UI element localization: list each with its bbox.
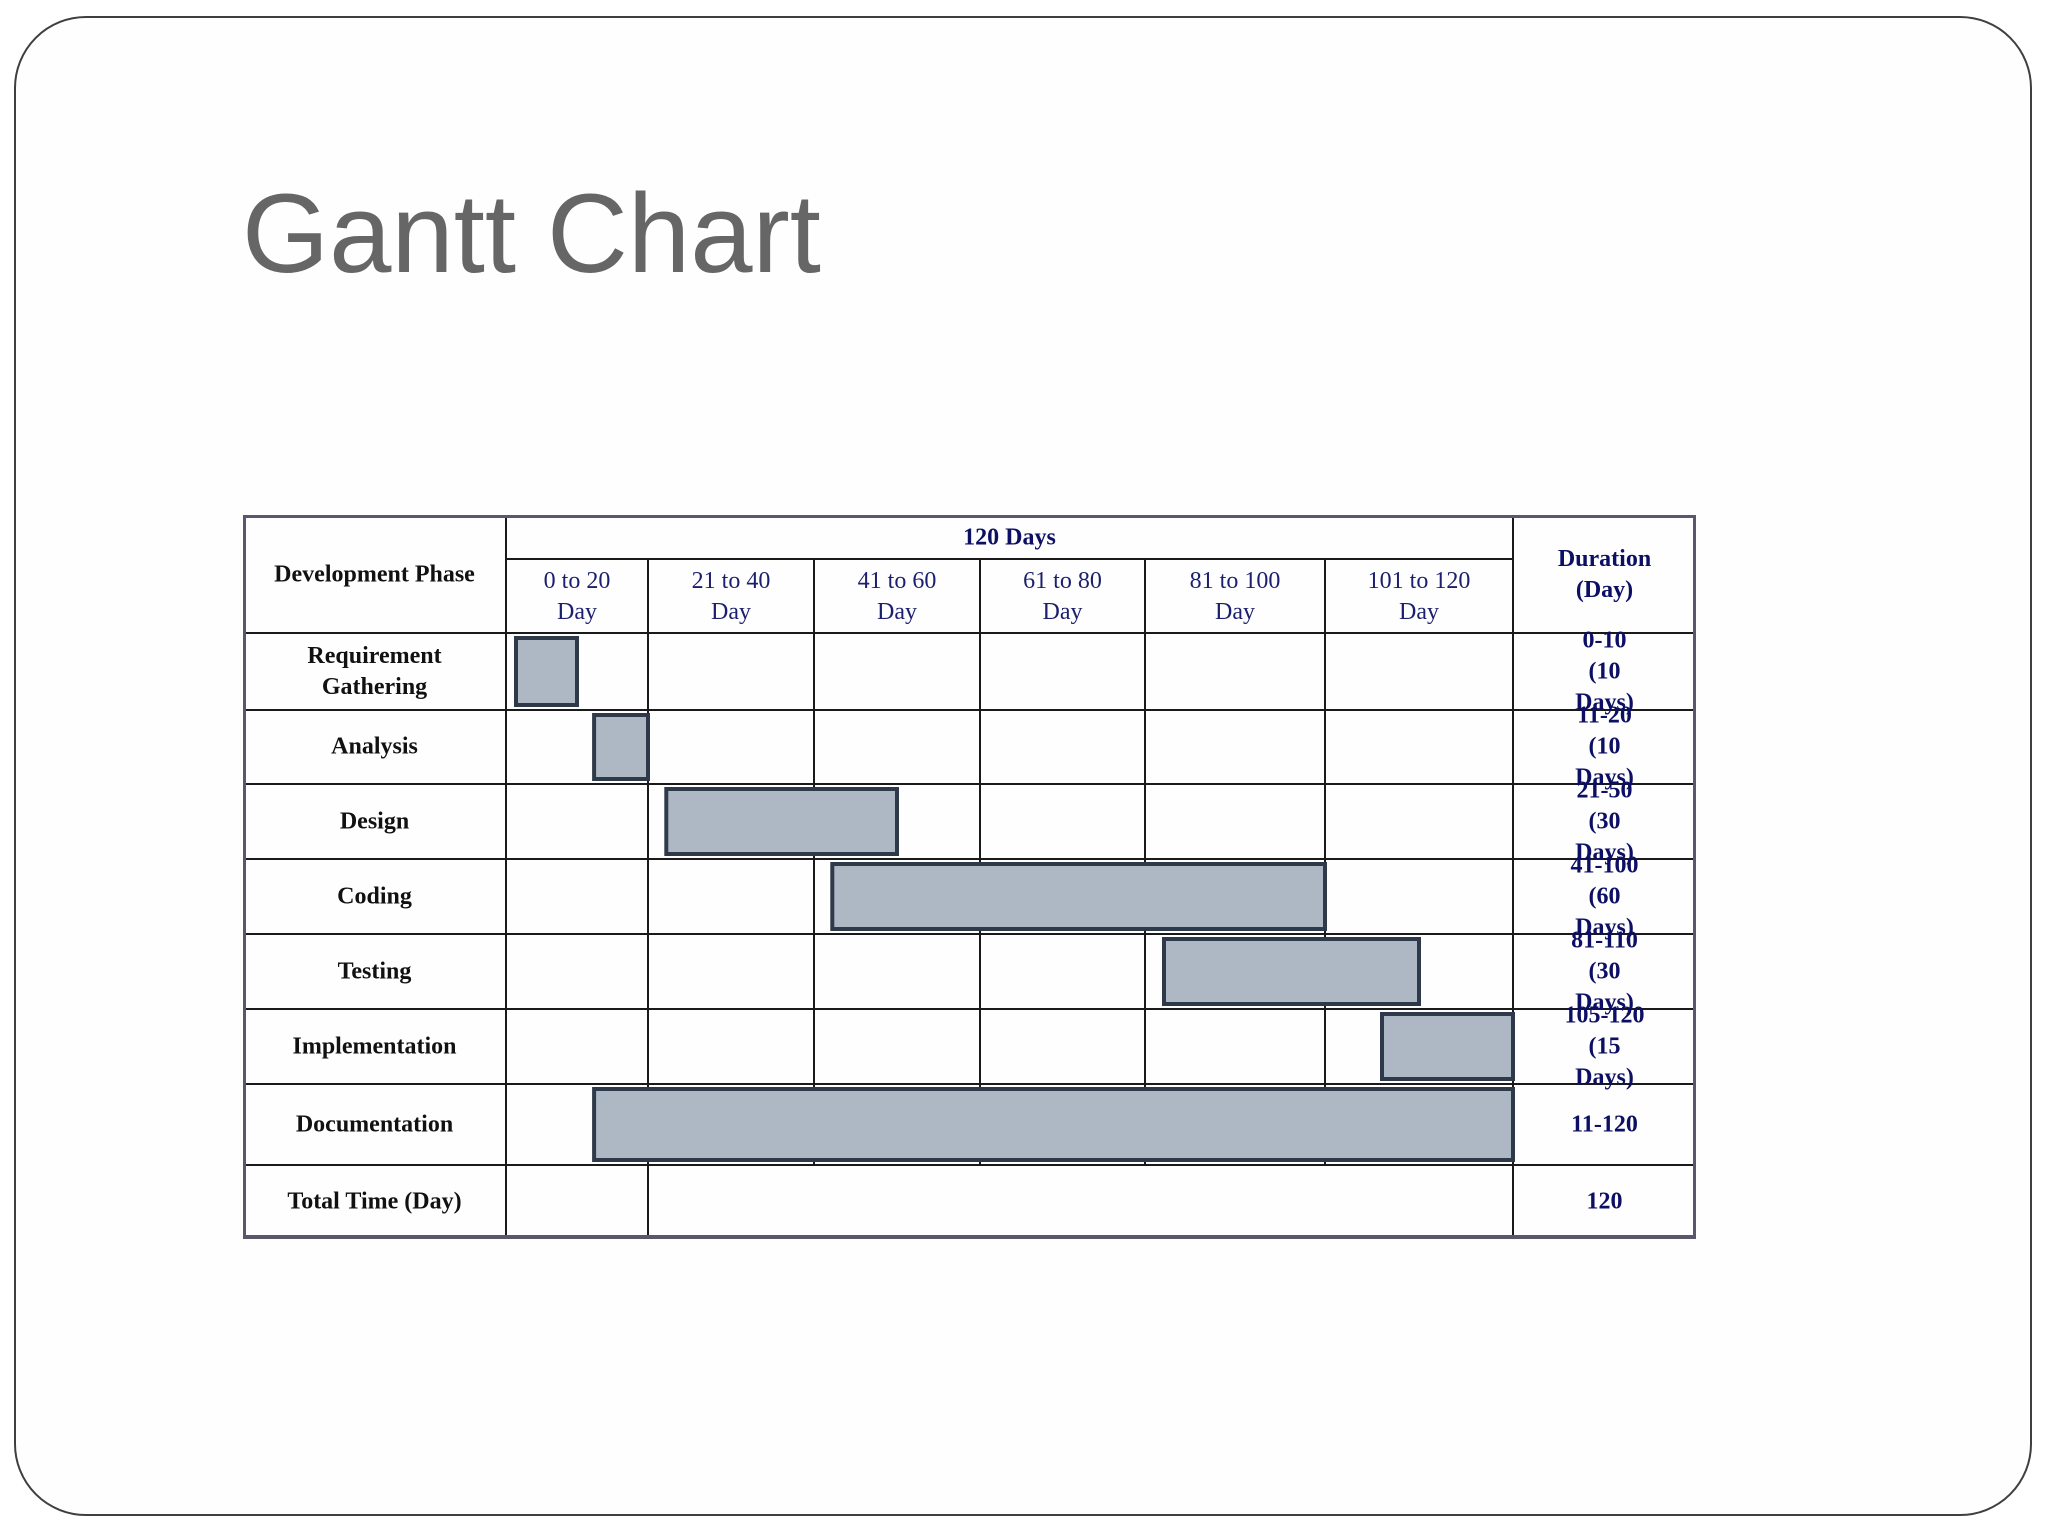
task-duration: 81-110 (30 Days) (1571, 927, 1638, 1015)
header-duration-label: Duration (Day) (1557, 546, 1652, 603)
header-period-label: 81 to 100 Day (1189, 568, 1281, 625)
task-duration: 21-50 (30 Days) (1575, 777, 1634, 865)
task-name: Testing (337, 958, 412, 984)
header-period-label: 41 to 60 Day (857, 568, 937, 625)
gantt-bar (1162, 937, 1421, 1006)
task-duration: 41-100 (60 Days) (1570, 852, 1639, 940)
header-phase-label: Development Phase (274, 561, 475, 588)
task-name: Requirement Gathering (307, 642, 442, 700)
gantt-bar (514, 636, 579, 707)
gantt-grid (243, 515, 1696, 1239)
task-duration: 11-120 (1571, 1111, 1638, 1137)
header-span-label: 120 Days (963, 524, 1056, 551)
gantt-table: Development Phase 120 Days Duration (Day) 0… (243, 515, 1696, 1239)
total-label: Total Time (Day) (287, 1188, 462, 1215)
task-duration: 105-120 (15 Days) (1564, 1002, 1645, 1090)
task-name: Documentation (295, 1111, 454, 1137)
task-name: Design (339, 808, 410, 834)
task-name: Coding (337, 883, 412, 909)
task-name: Analysis (331, 733, 418, 760)
gantt-bar (1380, 1012, 1515, 1081)
gantt-bar (592, 713, 651, 781)
task-duration: 11-20 (10 Days) (1575, 702, 1634, 791)
header-period-label: 0 to 20 Day (543, 568, 611, 625)
header-period-label: 101 to 120 Day (1367, 568, 1471, 625)
gantt-bar (830, 862, 1327, 931)
task-duration: 0-10 (10 Days) (1575, 627, 1634, 715)
header-period-label: 21 to 40 Day (691, 568, 771, 625)
total-value: 120 (1586, 1188, 1623, 1215)
slide-title: Gantt Chart (242, 171, 821, 296)
gantt-bar (664, 787, 899, 856)
gantt-bar (592, 1087, 1516, 1162)
task-name: Implementation (292, 1033, 457, 1059)
header-period-label: 61 to 80 Day (1023, 568, 1102, 625)
